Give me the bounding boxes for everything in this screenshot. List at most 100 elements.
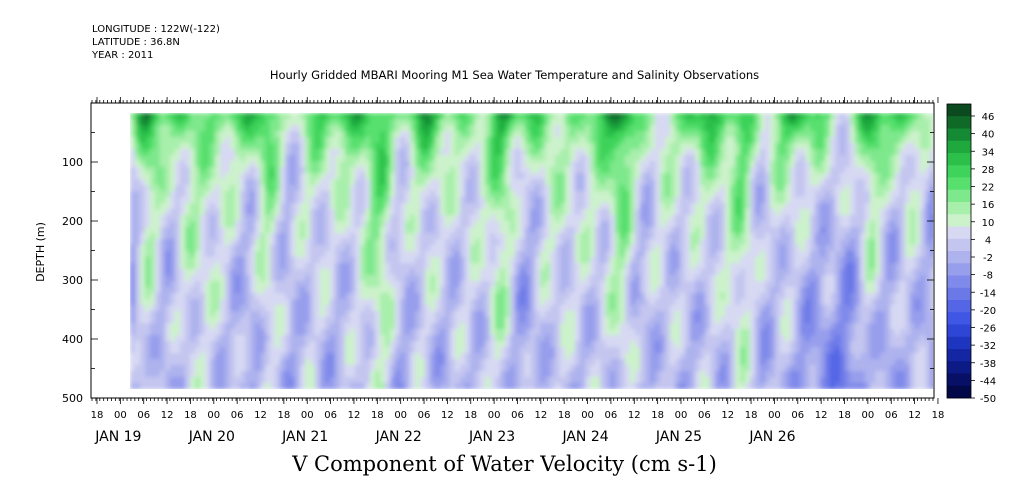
x-date-label: JAN 23 (468, 429, 515, 445)
x-hour-label: 00 (207, 410, 220, 421)
colorbar-label: 46 (982, 112, 995, 123)
x-hour-label: 12 (254, 410, 267, 421)
colorbar-label: -32 (980, 341, 996, 352)
colorbar-label: -2 (983, 253, 993, 264)
x-date-label: JAN 26 (748, 429, 795, 445)
colorbar-swatch (947, 189, 971, 203)
colorbar-swatch (947, 385, 971, 399)
x-hour-label: 00 (581, 410, 594, 421)
y-tick-label: 400 (62, 333, 83, 346)
colorbar-label: 34 (982, 147, 995, 158)
colorbar-label: -26 (980, 324, 996, 335)
colorbar-label: -38 (980, 359, 996, 370)
x-hour-label: 06 (791, 410, 804, 421)
x-hour-label: 00 (675, 410, 688, 421)
x-hour-label: 12 (161, 410, 174, 421)
x-hour-label: 18 (371, 410, 384, 421)
colorbar-swatch (947, 263, 971, 276)
velocity-field (130, 113, 933, 389)
x-date-label: JAN 20 (188, 429, 235, 445)
x-hour-label: 18 (651, 410, 664, 421)
colorbar-swatch (947, 165, 971, 178)
x-hour-label: 00 (862, 410, 875, 421)
colorbar-label: 28 (982, 165, 995, 176)
x-hour-label: 06 (418, 410, 431, 421)
x-hour-label: 18 (91, 410, 104, 421)
x-hour-label: 18 (184, 410, 197, 421)
longitude-label: LONGITUDE : 122W(-122) (92, 24, 220, 35)
colorbar-label: 10 (982, 218, 995, 229)
x-hour-label: 12 (534, 410, 547, 421)
colorbar-swatch (947, 116, 971, 129)
y-axis-label: DEPTH (m) (34, 222, 47, 282)
x-hour-label: 06 (511, 410, 524, 421)
colorbar-label: 4 (985, 235, 991, 246)
colorbar-label: -14 (980, 288, 996, 299)
colorbar-swatch (947, 287, 971, 301)
colorbar-label: -20 (980, 306, 996, 317)
x-hour-label: 18 (464, 410, 477, 421)
x-hour-label: 18 (278, 410, 291, 421)
colorbar-label: 16 (982, 200, 995, 211)
year-label: YEAR : 2011 (92, 50, 154, 61)
x-hour-label: 18 (745, 410, 758, 421)
colorbar-label: 22 (982, 183, 995, 194)
colorbar-swatch (947, 226, 971, 240)
colorbar-swatch (947, 128, 971, 142)
x-hour-label: 18 (838, 410, 851, 421)
colorbar-labels: 46 40 34 28 22 16 10 4 -2 -8 -14 -20 -26 -32 -38 -44 -50 (971, 112, 996, 405)
colorbar-swatch (947, 349, 971, 362)
x-date-label: JAN 25 (655, 429, 702, 445)
chart-subtitle: V Component of Water Velocity (cm s-1) (292, 452, 717, 476)
colorbar-swatch (947, 251, 971, 264)
x-hour-label: 18 (558, 410, 571, 421)
x-tick-labels: 18 00 06 12 18 00 06 12 18 00 06 12 18 00 06 12 18 00 06 12… (91, 410, 945, 445)
x-hour-label: 12 (348, 410, 361, 421)
colorbar-swatch (947, 202, 971, 215)
y-tick-label: 200 (62, 215, 83, 228)
x-hour-label: 06 (231, 410, 244, 421)
latitude-label: LATITUDE : 36.8N (92, 37, 180, 48)
x-hour-label: 12 (628, 410, 641, 421)
colorbar-swatch (947, 214, 971, 227)
y-tick-labels: 100 200 300 400 500 (62, 156, 83, 405)
colorbar-label: 40 (982, 130, 995, 141)
colorbar-swatch (947, 140, 971, 154)
x-hour-label: 00 (768, 410, 781, 421)
x-hour-label: 06 (605, 410, 618, 421)
x-date-label: JAN 21 (281, 429, 328, 445)
colorbar-label: -44 (980, 376, 996, 387)
axis-ticks (91, 97, 939, 404)
x-hour-label: 06 (885, 410, 898, 421)
x-hour-label: 12 (908, 410, 921, 421)
x-hour-label: 06 (698, 410, 711, 421)
x-date-label: JAN 22 (375, 429, 422, 445)
y-tick-label: 100 (62, 156, 83, 169)
x-hour-label: 12 (441, 410, 454, 421)
x-hour-label: 00 (488, 410, 501, 421)
x-hour-label: 00 (394, 410, 407, 421)
x-hour-label: 06 (137, 410, 150, 421)
colorbar (946, 103, 972, 399)
colorbar-swatch (947, 312, 971, 325)
chart-title: Hourly Gridded MBARI Mooring M1 Sea Wate… (269, 68, 760, 82)
colorbar-swatch (947, 361, 971, 374)
colorbar-label: -8 (983, 271, 993, 282)
x-hour-label: 12 (815, 410, 828, 421)
x-hour-label: 00 (301, 410, 314, 421)
x-date-label: JAN 19 (94, 429, 141, 445)
colorbar-frame (946, 103, 972, 399)
x-hour-label: 06 (324, 410, 337, 421)
colorbar-swatch (947, 153, 971, 166)
colorbar-swatch (947, 177, 971, 191)
colorbar-swatch (947, 238, 971, 252)
colorbar-swatch (947, 336, 971, 350)
y-tick-label: 300 (62, 274, 83, 287)
colorbar-swatch (947, 300, 971, 313)
colorbar-swatch (947, 324, 971, 338)
x-hour-label: 18 (932, 410, 945, 421)
colorbar-swatch (947, 104, 971, 117)
y-tick-label: 500 (62, 392, 83, 405)
colorbar-swatch (947, 275, 971, 289)
